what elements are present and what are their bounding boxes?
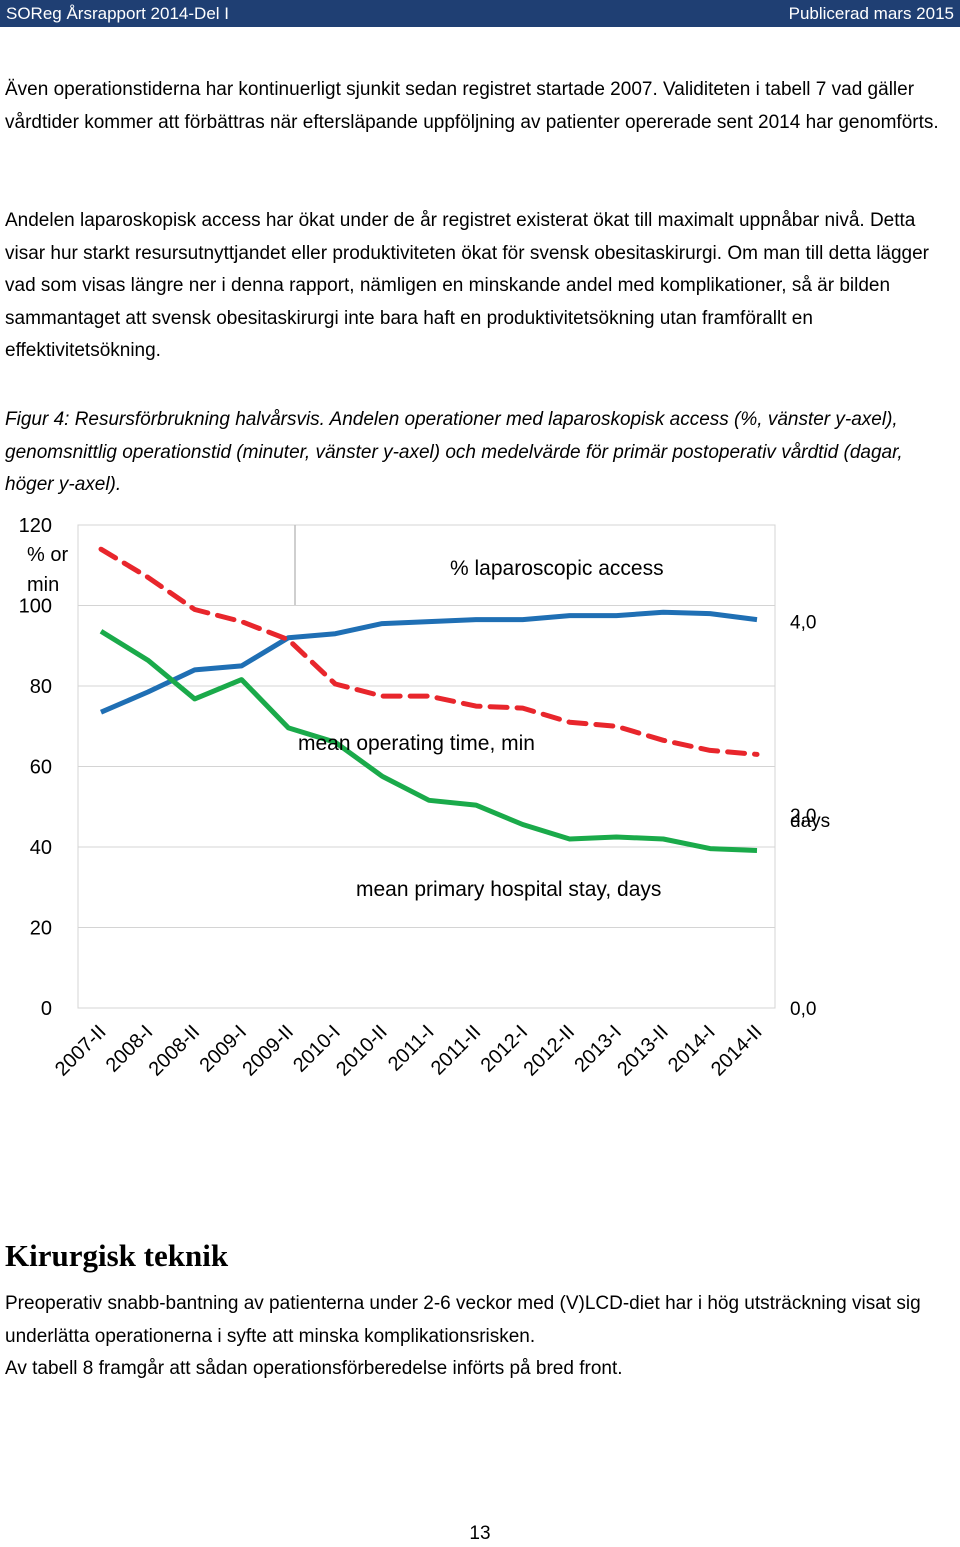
x-tick-label: 2014-II bbox=[707, 1021, 767, 1081]
right-axis-ticks: 0,0 2,0 4,0 bbox=[790, 613, 816, 1020]
paragraph-operation-times: Även operationstiderna har kontinuerligt… bbox=[5, 79, 939, 133]
paragraph-laparoscopic-access: Andelen laparoskopisk access har ökat un… bbox=[5, 210, 930, 361]
left-axis-title-cont: min bbox=[27, 574, 59, 596]
left-tick-label: 60 bbox=[30, 757, 52, 779]
left-tick-label: 20 bbox=[30, 918, 52, 940]
section-paragraph-preoperative: Preoperativ snabb-bantning av patientern… bbox=[5, 1293, 921, 1347]
x-tick-label: 2012-II bbox=[520, 1021, 580, 1081]
x-tick-label: 2011-II bbox=[427, 1021, 486, 1080]
header-left-title: SOReg Årsrapport 2014-Del I bbox=[6, 4, 229, 23]
chart-labels: % or min days % laparoscopic access mean ope… bbox=[27, 544, 830, 901]
plot-area bbox=[77, 524, 776, 1009]
x-tick-label: 2008-II bbox=[145, 1021, 205, 1081]
x-tick-label: 2009-II bbox=[238, 1021, 298, 1081]
x-axis-tick-labels: 2007-II2008-I2008-II2009-I2009-II2010-I2… bbox=[51, 1021, 767, 1081]
resource-consumption-chart: 0 20 40 60 80 100 120 0,0 2,0 4,0 2007-II2008-I2… bbox=[19, 515, 831, 1081]
page-number: 13 bbox=[469, 1523, 491, 1544]
series-lines bbox=[98, 546, 760, 853]
header-right-date: Publicerad mars 2015 bbox=[788, 4, 954, 23]
right-tick-label: 0,0 bbox=[790, 999, 816, 1020]
section-paragraph-table8: Av tabell 8 framgår att sådan operations… bbox=[5, 1358, 623, 1379]
left-tick-label: 80 bbox=[30, 676, 52, 698]
series-label-1: mean operating time, min bbox=[298, 732, 535, 755]
right-axis-title: days bbox=[790, 811, 830, 832]
page-header: SOReg Årsrapport 2014-Del I Publicerad m… bbox=[0, 0, 960, 27]
right-tick-label: 2,0 bbox=[790, 806, 816, 827]
x-tick-label: 2007-II bbox=[51, 1021, 111, 1081]
left-tick-label: 120 bbox=[19, 515, 52, 537]
figure-caption: Figur 4: Resursförbrukning halvårsvis. A… bbox=[5, 409, 903, 495]
section-heading: Kirurgisk teknik bbox=[5, 1238, 229, 1273]
left-tick-label: 100 bbox=[19, 596, 52, 618]
series-label-2: mean primary hospital stay, days bbox=[356, 878, 661, 901]
series-label-0: % laparoscopic access bbox=[450, 557, 664, 580]
left-axis-title: % or bbox=[27, 544, 68, 566]
x-tick-label: 2013-II bbox=[613, 1021, 673, 1081]
x-tick-label: 2010-II bbox=[332, 1021, 392, 1081]
left-axis-ticks: 0 20 40 60 80 100 120 bbox=[19, 515, 52, 1020]
left-tick-label: 40 bbox=[30, 837, 52, 859]
right-tick-label: 4,0 bbox=[790, 613, 816, 634]
left-tick-label: 0 bbox=[41, 998, 52, 1020]
